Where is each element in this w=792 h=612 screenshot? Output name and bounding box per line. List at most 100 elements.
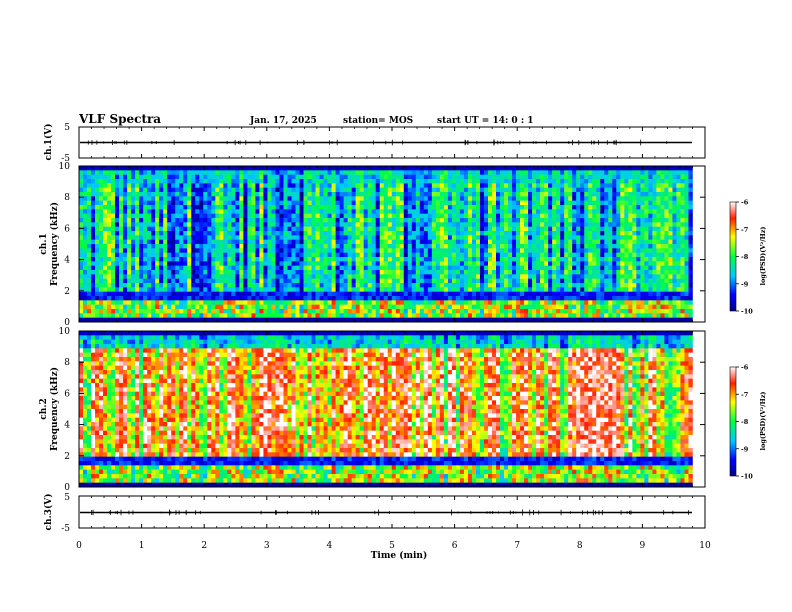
ch1-spectrogram-cell bbox=[159, 222, 164, 227]
ch1-spectrogram-cell bbox=[119, 261, 124, 266]
ch1-spectrogram-cell bbox=[91, 187, 96, 193]
ch1-spectrogram-cell bbox=[179, 200, 184, 206]
ch1-spectrogram-cell bbox=[139, 270, 144, 275]
ch1-spectrogram-cell bbox=[572, 309, 577, 314]
ch1-spectrogram-cell bbox=[323, 291, 328, 297]
ch1-spectrogram-cell bbox=[407, 166, 413, 171]
ch1-spectrogram-cell bbox=[103, 192, 108, 197]
ch1-spectrogram-cell bbox=[580, 226, 585, 232]
ch1-spectrogram-cell bbox=[604, 278, 609, 284]
ch1-spectrogram-cell bbox=[135, 309, 140, 314]
ch1-spectrogram-cell bbox=[459, 304, 465, 310]
ch1-spectrogram-cell bbox=[307, 244, 312, 249]
ch1-spectrogram-cell bbox=[287, 244, 292, 249]
ch1-spectrogram-cell bbox=[556, 274, 561, 279]
ch1-spectrogram-cell bbox=[223, 265, 228, 271]
ch1-spectrogram-cell bbox=[139, 213, 144, 219]
ch1-spectrogram-cell bbox=[279, 209, 284, 214]
ch1-spectrogram-cell bbox=[267, 187, 272, 193]
ch1-spectrogram-cell bbox=[79, 200, 84, 206]
ch1-spectrogram-cell bbox=[307, 200, 312, 206]
ch1-spectrogram-cell bbox=[492, 287, 497, 292]
ch1-spectrogram-cell bbox=[483, 261, 489, 266]
ch1-spectrogram-cell bbox=[371, 174, 377, 180]
ch1-spectrogram-cell bbox=[411, 287, 417, 292]
ch1-spectrogram-cell bbox=[227, 313, 232, 318]
ch1-spectrogram-cell bbox=[223, 278, 228, 284]
ch1-spectrogram-cell bbox=[367, 313, 373, 318]
ch1-spectrogram-cell bbox=[443, 226, 449, 232]
ch1-spectrogram-cell bbox=[139, 296, 144, 301]
ch1-spectrogram-cell bbox=[588, 291, 593, 297]
ch1-spectrogram-cell bbox=[520, 200, 525, 206]
ch1-spectrogram-cell bbox=[223, 261, 228, 266]
ch1-spectrogram-cell bbox=[548, 183, 553, 188]
ch1-spectrogram-cell bbox=[391, 261, 397, 266]
ch1-spectrogram-cell bbox=[443, 252, 449, 258]
ch1-spectrogram-cell bbox=[544, 235, 549, 240]
ch1-spectrogram-cell bbox=[508, 304, 513, 310]
ch1-spectrogram-cell bbox=[423, 274, 429, 279]
ch1-spectrogram-cell bbox=[215, 218, 220, 223]
ch1-spectrogram-cell bbox=[544, 192, 549, 197]
ch1-spectrogram-cell bbox=[391, 166, 397, 171]
ch1-spectrogram-cell bbox=[544, 274, 549, 279]
ch1-spectrogram-cell bbox=[475, 239, 481, 245]
ch1-spectrogram-cell bbox=[540, 226, 545, 232]
ch1-spectrogram-cell bbox=[163, 192, 168, 197]
ch1-spectrogram-cell bbox=[231, 304, 236, 310]
ch1-spectrogram-cell bbox=[363, 252, 368, 258]
ch1-spectrogram-cell bbox=[443, 317, 449, 323]
ch1-spectrogram-cell bbox=[203, 196, 208, 201]
ch1-spectrogram-cell bbox=[95, 270, 100, 275]
ch1-spectrogram-cell bbox=[548, 179, 553, 184]
ch1-spectrogram-cell bbox=[572, 174, 577, 180]
ch1-spectrogram-cell bbox=[592, 244, 597, 249]
ch1-spectrogram-cell bbox=[175, 231, 180, 236]
ch1-spectrogram-cell bbox=[179, 287, 184, 292]
ch1-spectrogram-cell bbox=[604, 304, 609, 310]
ch1-spectrogram-cell bbox=[423, 248, 429, 253]
ch1-spectrogram-cell bbox=[143, 187, 148, 193]
ch1-spectrogram-cell bbox=[443, 244, 449, 249]
ch1-spectrogram-cell bbox=[387, 239, 393, 245]
ch1-spectrogram-cell bbox=[295, 213, 300, 219]
ch1-spectrogram-cell bbox=[107, 300, 112, 305]
ch1-spectrogram-cell bbox=[379, 170, 385, 175]
ch1-spectrogram-cell bbox=[227, 300, 232, 305]
ch1-spectrogram-cell bbox=[375, 235, 381, 240]
ch1-spectrogram-cell bbox=[379, 300, 385, 305]
ch1-spectrogram-cell bbox=[516, 187, 521, 193]
ch1-spectrogram-cell bbox=[608, 170, 613, 175]
ch1-spectrogram-cell bbox=[211, 226, 216, 232]
ch1-spectrogram-cell bbox=[475, 309, 481, 314]
ch1-spectrogram-cell bbox=[492, 174, 497, 180]
ch1-spectrogram-cell bbox=[475, 218, 481, 223]
ch1-spectrogram-cell bbox=[407, 252, 413, 258]
ch1-spectrogram-cell bbox=[315, 313, 320, 318]
ch1-spectrogram-cell bbox=[439, 174, 445, 180]
ch1-spectrogram-cell bbox=[492, 261, 497, 266]
ch1-spectrogram-cell bbox=[500, 218, 505, 223]
ch1-spectrogram-cell bbox=[471, 244, 477, 249]
ch1-spectrogram-cell bbox=[339, 192, 344, 197]
ch1-spectrogram-cell bbox=[263, 200, 268, 206]
ch1-spectrogram-cell bbox=[135, 183, 140, 188]
ch1-spectrogram-cell bbox=[560, 179, 565, 184]
ch1-spectrogram-cell bbox=[91, 300, 96, 305]
ch1-spectrogram-cell bbox=[239, 248, 244, 253]
ch1-spectrogram-cell bbox=[520, 278, 525, 284]
ch1-spectrogram-cell bbox=[419, 274, 425, 279]
ch1-spectrogram-cell bbox=[87, 248, 92, 253]
ch1-spectrogram-cell bbox=[307, 231, 312, 236]
ch1-spectrogram-cell bbox=[431, 309, 437, 314]
ch1-spectrogram-cell bbox=[155, 296, 160, 301]
ch1-spectrogram-cell bbox=[347, 244, 352, 249]
ch1-spectrogram-cell bbox=[175, 309, 180, 314]
ch1-spectrogram-cell bbox=[423, 179, 429, 184]
ch1-spectrogram-cell bbox=[483, 226, 489, 232]
ch1-spectrogram-cell bbox=[383, 196, 389, 201]
ch1-spectrogram-cell bbox=[435, 304, 441, 310]
ch1-spectrogram-cell bbox=[159, 257, 164, 262]
ch1-spectrogram-cell bbox=[207, 257, 212, 262]
